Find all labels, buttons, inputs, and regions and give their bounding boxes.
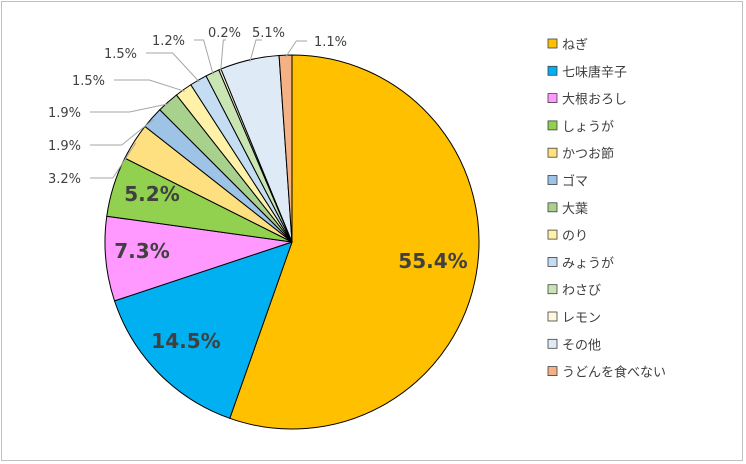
data-label-1: 55.4% [398,249,467,273]
legend-swatch-6 [547,175,558,185]
legend-swatch-1 [547,38,558,49]
data-label-11: 0.2% [208,26,241,41]
data-label-6: 1.9% [48,139,81,154]
legend-swatch-7 [547,202,558,213]
pie-slice-2 [113,241,293,419]
legend-label-9: みょうが [562,256,614,271]
data-labels: 55.4% 14.5% 7.3% 5.2% 3.2% 1.9% 1.9% 1.5% 1.5% 1.… [48,26,468,353]
leader-line-7 [90,103,170,113]
legend-swatch-5 [547,147,558,158]
legend: ねぎ七味唐辛子大根おろししょうがかつお節ゴマ大葉のりみょうがわさびレモンその他う… [547,38,666,381]
data-label-5: 3.2% [48,172,81,187]
data-label-3: 7.3% [114,239,169,263]
legend-swatch-9 [547,256,558,267]
legend-swatch-11 [547,311,558,322]
data-label-7: 1.9% [48,106,81,121]
leader-line-9 [146,52,200,83]
leader-line-5 [90,142,137,179]
data-label-9: 1.5% [104,47,137,62]
legend-label-5: かつお節 [562,147,614,162]
legend-swatch-8 [547,229,558,240]
leader-line-8 [114,79,185,92]
legend-label-11: レモン [562,311,601,326]
data-label-12: 5.1% [252,26,285,41]
legend-swatch-3 [547,93,558,103]
data-label-10: 1.2% [152,34,185,49]
legend-label-6: ゴマ [562,174,588,190]
legend-label-10: わさび [562,284,601,299]
legend-swatch-12 [547,338,558,349]
legend-label-2: 七味唐辛子 [562,64,627,80]
legend-label-4: しょうが [562,120,614,135]
legend-swatch-13 [547,366,558,377]
leader-line-12 [249,39,262,62]
data-label-13: 1.1% [314,35,347,50]
legend-label-12: その他 [562,338,601,353]
legend-swatch-4 [547,120,558,131]
legend-label-7: 大葉 [562,202,588,217]
legend-swatch-10 [547,284,558,295]
leader-line-6 [90,118,154,146]
leader-lines [90,39,307,179]
legend-swatch-2 [547,65,558,76]
leader-line-10 [194,39,214,75]
data-label-8: 1.5% [72,74,105,89]
leader-line-13 [285,40,307,58]
legend-label-13: うどんを食べない [562,365,666,381]
data-label-2: 14.5% [151,329,220,353]
leader-line-11 [220,39,226,72]
legend-label-3: 大根おろし [562,93,627,108]
legend-label-1: ねぎ [562,38,588,53]
pie-slice-13 [278,54,293,243]
legend-label-8: のり [562,229,588,244]
data-label-4: 5.2% [124,182,179,206]
